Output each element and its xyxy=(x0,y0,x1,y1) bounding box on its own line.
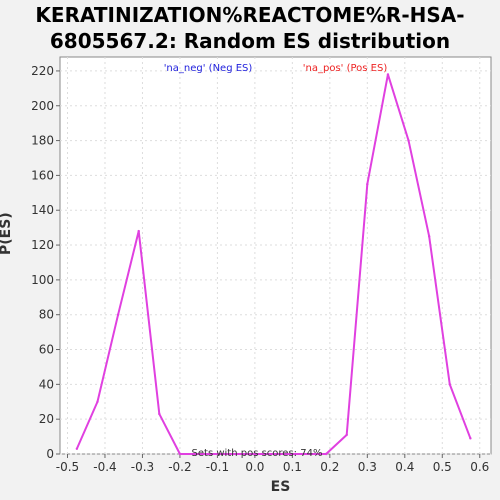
plot-area xyxy=(59,56,492,455)
x-tick-label: -0.2 xyxy=(168,460,191,474)
x-tick-label: -0.5 xyxy=(56,460,79,474)
x-axis-label: ES xyxy=(271,479,291,495)
chart-title-line-1: KERATINIZATION%REACTOME%R-HSA- xyxy=(35,3,465,27)
y-tick-label: 20 xyxy=(39,412,54,426)
data-point xyxy=(407,139,410,142)
y-tick-label: 140 xyxy=(31,203,54,217)
data-point xyxy=(158,412,161,416)
y-tick-label: 160 xyxy=(31,168,54,182)
y-tick-label: 120 xyxy=(31,238,54,252)
y-tick-label: 60 xyxy=(39,343,54,357)
data-point xyxy=(469,437,472,440)
x-tick-label: -0.1 xyxy=(206,460,229,474)
data-point xyxy=(448,383,451,386)
x-tick-label: 0.3 xyxy=(358,460,377,474)
x-tick-label: -0.3 xyxy=(131,460,154,474)
x-tick-label: 0.2 xyxy=(320,460,339,474)
y-tick-label: 220 xyxy=(31,64,54,78)
data-point xyxy=(116,313,120,316)
x-tick-label: 0.1 xyxy=(283,460,302,474)
y-tick-label: 100 xyxy=(31,273,54,287)
x-tick-label: 0.5 xyxy=(433,460,452,474)
data-point xyxy=(386,73,390,76)
data-point xyxy=(96,400,99,403)
data-point xyxy=(427,235,431,238)
x-tick-label: 0.0 xyxy=(245,460,264,474)
data-point xyxy=(199,452,202,456)
chart-title-line-2: 6805567.2: Random ES distribution xyxy=(49,29,451,53)
data-point xyxy=(345,433,348,437)
y-tick-label: 0 xyxy=(46,447,54,461)
legend-entry-pos: 'na_pos' (Pos ES) xyxy=(303,63,388,74)
data-point xyxy=(324,452,328,456)
y-tick-label: 200 xyxy=(31,99,54,113)
chart-title: KERATINIZATION%REACTOME%R-HSA- 6805567.2… xyxy=(0,2,500,54)
y-tick-label: 80 xyxy=(39,308,54,322)
data-point xyxy=(178,452,182,456)
x-tick-label: 0.4 xyxy=(395,460,414,474)
x-tick-label: -0.4 xyxy=(93,460,116,474)
data-point xyxy=(75,447,79,450)
x-tick-label: 0.6 xyxy=(470,460,489,474)
data-point xyxy=(366,182,369,186)
y-tick-label: 40 xyxy=(39,377,54,391)
legend-entry-neg: 'na_neg' (Neg ES) xyxy=(164,63,253,74)
pos-scores-annotation: Sets with pos scores: 74% xyxy=(192,448,323,459)
data-point xyxy=(137,229,140,233)
y-tick-label: 180 xyxy=(31,134,54,148)
